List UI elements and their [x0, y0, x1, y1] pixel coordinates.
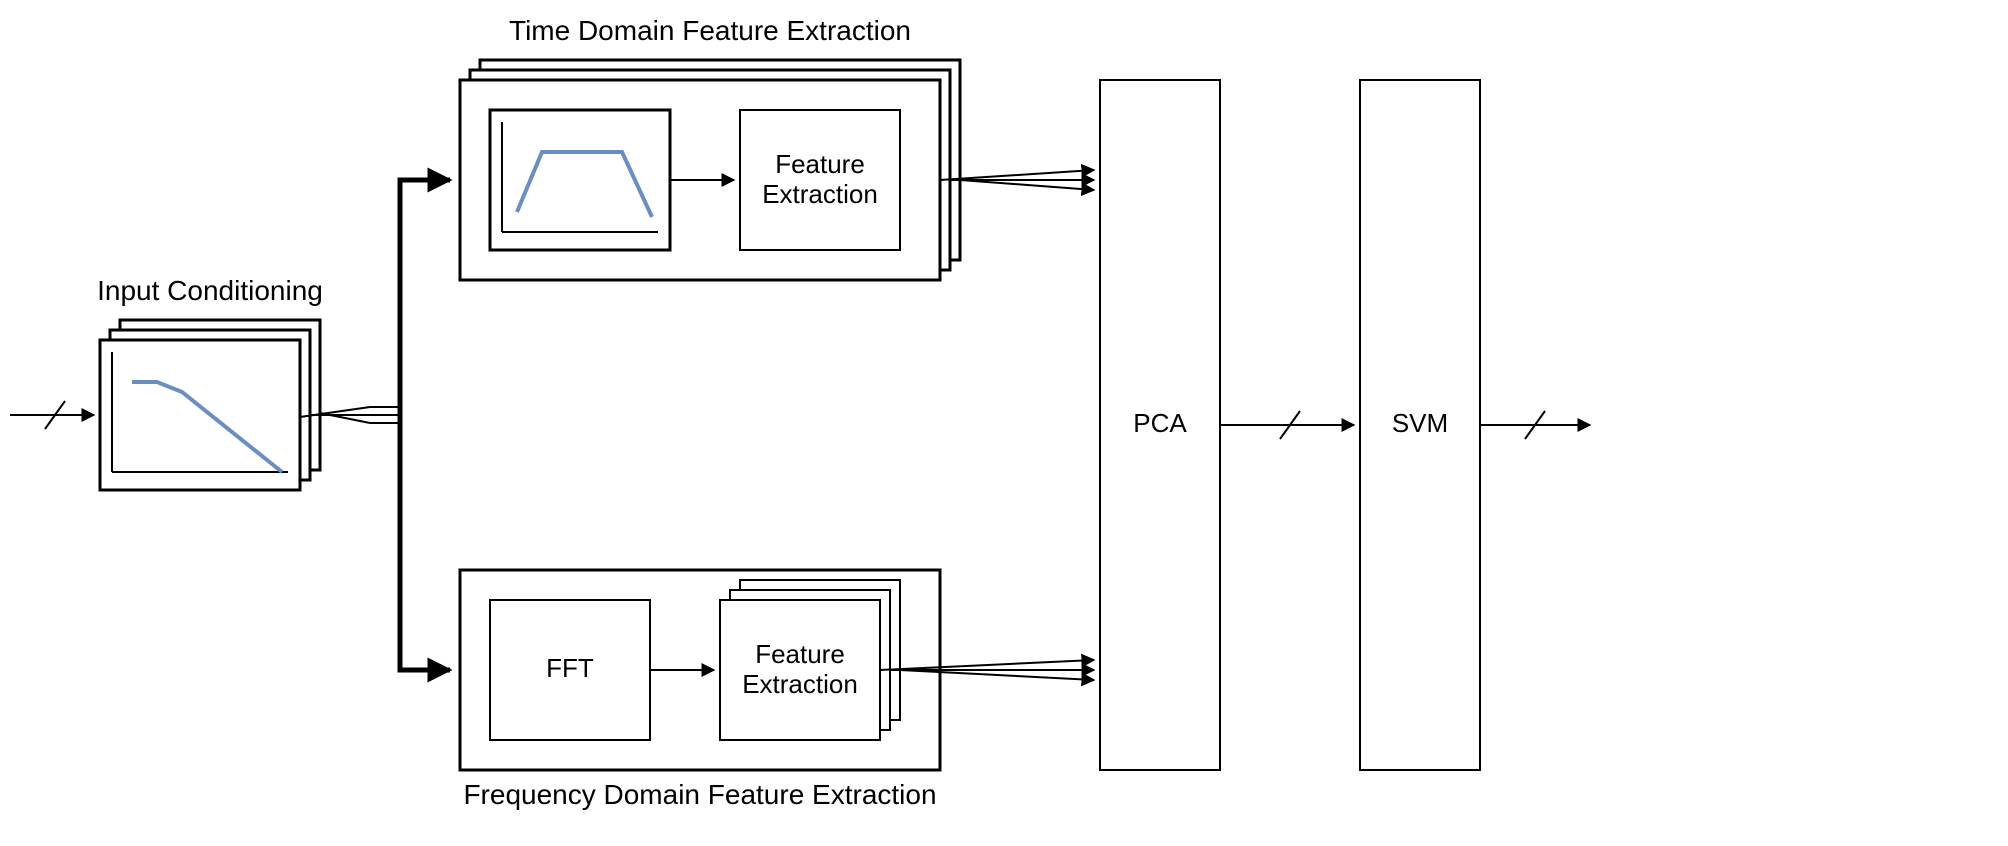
time-feature-label-2: Extraction [762, 179, 878, 209]
svm-label: SVM [1392, 408, 1448, 438]
input-conditioning-title: Input Conditioning [97, 275, 323, 306]
freq-feature-label-1: Feature [755, 639, 845, 669]
signal-processing-flowchart: Input Conditioning Time Domain Feature Ex… [0, 0, 2008, 846]
pca-label: PCA [1133, 408, 1187, 438]
fft-label: FFT [546, 653, 594, 683]
freq-domain-title: Frequency Domain Feature Extraction [463, 779, 936, 810]
freq-feature-label-2: Extraction [742, 669, 858, 699]
time-feature-label-1: Feature [775, 149, 865, 179]
time-domain-title: Time Domain Feature Extraction [509, 15, 911, 46]
